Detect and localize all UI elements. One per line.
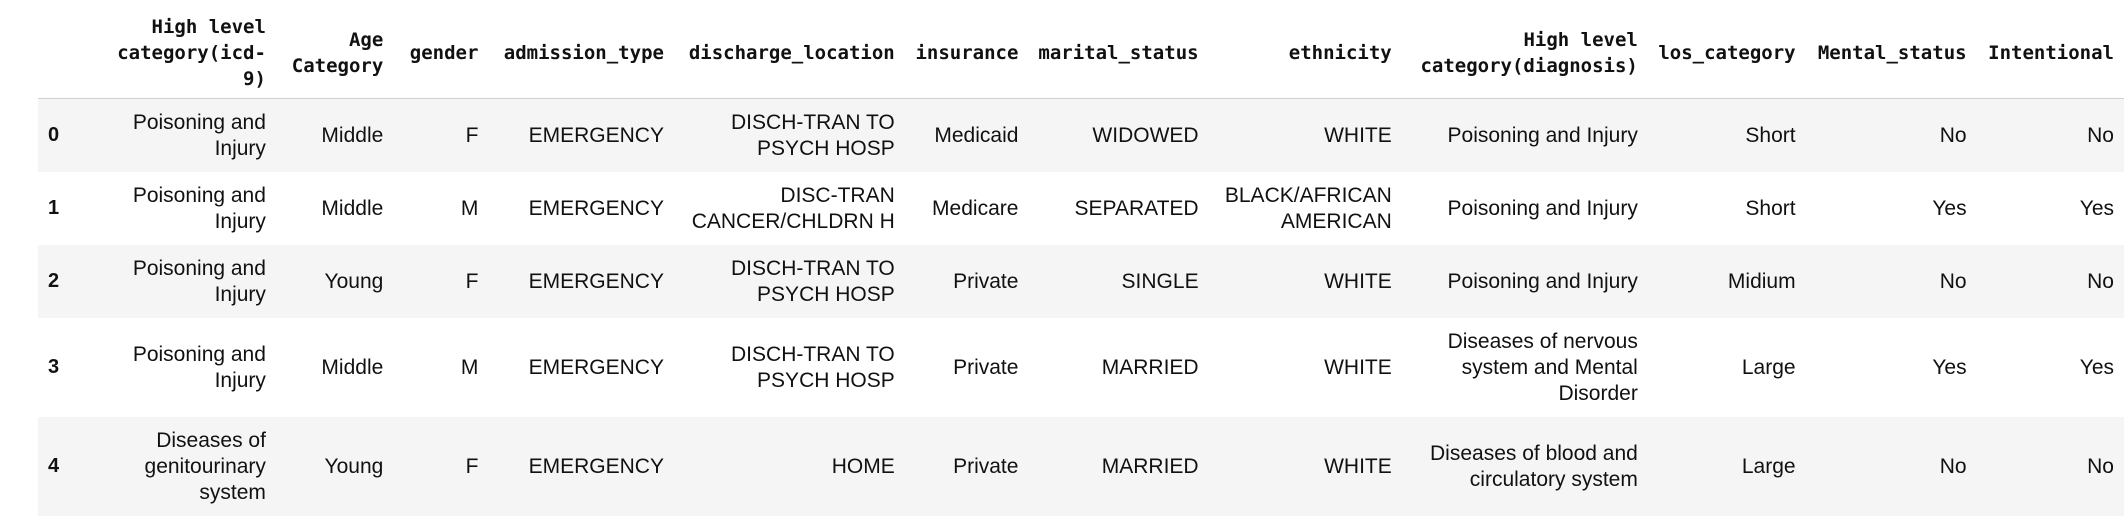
header-insurance: insurance xyxy=(904,8,1029,99)
header-diagnosis-category: High level category(diagnosis) xyxy=(1401,8,1648,99)
header-icd9-category: High level category(icd- 9) xyxy=(76,8,276,99)
cell-discharge-location: DISC-TRAN CANCER/CHLDRN H xyxy=(691,183,895,233)
cell-age-category: Young xyxy=(324,269,384,293)
cell-diagnosis-category: Poisoning and Injury xyxy=(1447,196,1638,220)
cell-marital-status: WIDOWED xyxy=(1092,123,1199,147)
cell-admission-type: EMERGENCY xyxy=(528,269,664,293)
cell-mental-status: Yes xyxy=(1932,196,1967,220)
header-discharge-location: discharge_location xyxy=(673,8,905,99)
cell-diagnosis-category: Diseases of blood and circulatory system xyxy=(1430,441,1638,491)
cell-marital-status: SINGLE xyxy=(1121,269,1199,293)
cell-discharge-location: DISCH-TRAN TO PSYCH HOSP xyxy=(731,256,895,306)
cell-los-category: Large xyxy=(1741,454,1796,478)
cell-admission-type: EMERGENCY xyxy=(528,454,664,478)
row-index: 1 xyxy=(48,197,60,219)
cell-intentional: No xyxy=(2087,123,2114,147)
cell-marital-status: SEPARATED xyxy=(1074,196,1199,220)
table-row: 4 Diseases of genitourinary system Young… xyxy=(38,417,2124,516)
cell-age-category: Young xyxy=(324,454,384,478)
cell-gender: M xyxy=(460,355,479,379)
table-row: 1 Poisoning and Injury Middle M EMERGENC… xyxy=(38,172,2124,245)
table-row: 0 Poisoning and Injury Middle F EMERGENC… xyxy=(38,98,2124,172)
cell-insurance: Private xyxy=(953,355,1019,379)
row-index: 0 xyxy=(48,124,60,146)
header-admission-type: admission_type xyxy=(488,8,674,99)
cell-admission-type: EMERGENCY xyxy=(528,355,664,379)
cell-discharge-location: DISCH-TRAN TO PSYCH HOSP xyxy=(731,342,895,392)
cell-age-category: Middle xyxy=(321,123,384,147)
cell-los-category: Midium xyxy=(1727,269,1796,293)
cell-ethnicity: WHITE xyxy=(1324,355,1392,379)
row-index: 3 xyxy=(48,356,60,378)
dataframe-table: High level category(icd- 9) Age Category… xyxy=(38,8,2124,516)
table-row: 3 Poisoning and Injury Middle M EMERGENC… xyxy=(38,318,2124,417)
cell-intentional: No xyxy=(2087,269,2114,293)
cell-insurance: Medicare xyxy=(932,196,1019,220)
cell-age-category: Middle xyxy=(321,355,384,379)
cell-discharge-location: HOME xyxy=(831,454,895,478)
cell-los-category: Short xyxy=(1745,196,1796,220)
cell-gender: M xyxy=(460,196,479,220)
header-los-category: los_category xyxy=(1647,8,1806,99)
header-age-category: Age Category xyxy=(275,8,394,99)
cell-diagnosis-category: Diseases of nervous system and Mental Di… xyxy=(1447,329,1638,405)
cell-insurance: Private xyxy=(953,454,1019,478)
cell-gender: F xyxy=(465,123,479,147)
cell-ethnicity: BLACK/AFRICAN AMERICAN xyxy=(1224,183,1392,233)
cell-marital-status: MARRIED xyxy=(1101,355,1199,379)
cell-diagnosis-category: Poisoning and Injury xyxy=(1447,269,1638,293)
row-index: 2 xyxy=(48,270,60,292)
cell-intentional: Yes xyxy=(2079,196,2114,220)
cell-diagnosis-category: Poisoning and Injury xyxy=(1447,123,1638,147)
header-ethnicity: ethnicity xyxy=(1208,8,1402,99)
header-mental-status: Mental_status xyxy=(1805,8,1977,99)
cell-intentional: No xyxy=(2087,454,2114,478)
dataframe-container: High level category(icd- 9) Age Category… xyxy=(38,8,2124,516)
cell-icd9-category: Poisoning and Injury xyxy=(132,256,266,306)
cell-ethnicity: WHITE xyxy=(1324,269,1392,293)
header-marital-status: marital_status xyxy=(1028,8,1209,99)
header-row: High level category(icd- 9) Age Category… xyxy=(38,8,2124,99)
cell-gender: F xyxy=(465,454,479,478)
cell-icd9-category: Diseases of genitourinary system xyxy=(144,428,266,504)
cell-los-category: Short xyxy=(1745,123,1796,147)
header-index xyxy=(38,8,77,99)
cell-icd9-category: Poisoning and Injury xyxy=(132,342,266,392)
cell-mental-status: No xyxy=(1939,454,1967,478)
cell-mental-status: Yes xyxy=(1932,355,1967,379)
header-intentional: Intentional xyxy=(1976,8,2124,99)
cell-gender: F xyxy=(465,269,479,293)
cell-mental-status: No xyxy=(1939,269,1967,293)
cell-admission-type: EMERGENCY xyxy=(528,123,664,147)
cell-insurance: Medicaid xyxy=(934,123,1019,147)
header-gender: gender xyxy=(393,8,489,99)
cell-admission-type: EMERGENCY xyxy=(528,196,664,220)
cell-icd9-category: Poisoning and Injury xyxy=(132,110,266,160)
cell-marital-status: MARRIED xyxy=(1101,454,1199,478)
cell-icd9-category: Poisoning and Injury xyxy=(132,183,266,233)
cell-ethnicity: WHITE xyxy=(1324,454,1392,478)
cell-ethnicity: WHITE xyxy=(1324,123,1392,147)
cell-insurance: Private xyxy=(953,269,1019,293)
cell-age-category: Middle xyxy=(321,196,384,220)
cell-discharge-location: DISCH-TRAN TO PSYCH HOSP xyxy=(731,110,895,160)
cell-mental-status: No xyxy=(1939,123,1967,147)
table-row: 2 Poisoning and Injury Young F EMERGENCY… xyxy=(38,245,2124,318)
row-index: 4 xyxy=(48,455,60,477)
cell-los-category: Large xyxy=(1741,355,1796,379)
cell-intentional: Yes xyxy=(2079,355,2114,379)
